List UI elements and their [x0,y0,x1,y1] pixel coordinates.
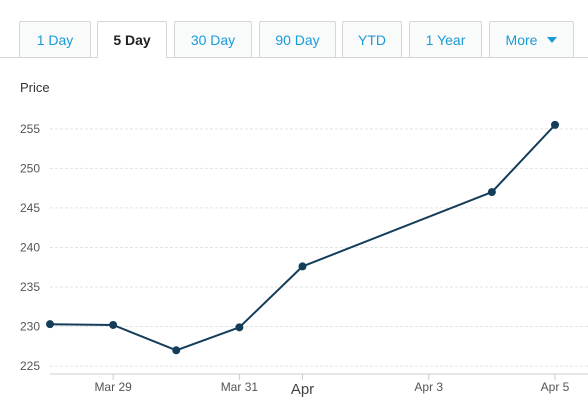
x-tick-label: Mar 29 [94,380,132,394]
tab-label: YTD [358,32,386,48]
y-axis-title: Price [20,80,50,95]
y-tick-label: 230 [20,320,40,334]
tab-more[interactable]: More [489,21,574,57]
x-tick-label: Apr [291,381,314,398]
tab-1-year[interactable]: 1 Year [409,21,482,57]
tab-label: 30 Day [190,32,236,48]
caret-down-icon [547,37,558,44]
tab-label: 1 Day [36,32,74,48]
tab-5-day[interactable]: 5 Day [97,21,167,58]
y-tick-label: 240 [20,240,40,254]
y-tick-label: 225 [20,359,40,373]
data-point[interactable] [46,320,54,329]
y-axis-ticks: 225 230 235 240 245 250 255 [20,122,40,373]
data-point[interactable] [487,188,496,197]
data-point[interactable] [551,120,559,129]
range-tab-bar: 1 Day 5 Day 30 Day 90 Day YTD 1 Year Mor… [0,0,588,58]
tab-30-day[interactable]: 30 Day [174,21,252,57]
data-point[interactable] [172,346,181,355]
series-line [49,124,556,352]
x-tick-label: Apr 5 [541,380,570,394]
tab-label: More [505,32,538,48]
tab-ytd[interactable]: YTD [342,21,402,57]
data-point[interactable] [109,320,118,329]
data-point[interactable] [235,323,244,332]
data-point[interactable] [298,262,307,271]
tab-90-day[interactable]: 90 Day [259,21,336,57]
price-chart: Price 225 230 235 240 245 250 255 Mar 29 Mar 31… [20,80,588,398]
y-tick-label: 255 [20,122,40,136]
x-axis: Mar 29 Mar 31 Apr Apr 3 Apr 5 [50,373,588,398]
y-tick-label: 250 [20,161,40,175]
x-tick-label: Apr 3 [414,380,443,394]
tab-1-day[interactable]: 1 Day [19,21,91,57]
tab-label: 90 Day [275,32,320,48]
tab-baseline [0,57,588,58]
y-tick-label: 245 [20,201,40,215]
price-line [49,124,556,352]
x-tick-label: Mar 31 [221,380,259,394]
tab-label: 1 Year [425,32,466,48]
y-tick-label: 235 [20,280,40,294]
series-points [46,120,559,355]
gridlines [50,128,588,367]
tab-label: 5 Day [113,32,151,48]
